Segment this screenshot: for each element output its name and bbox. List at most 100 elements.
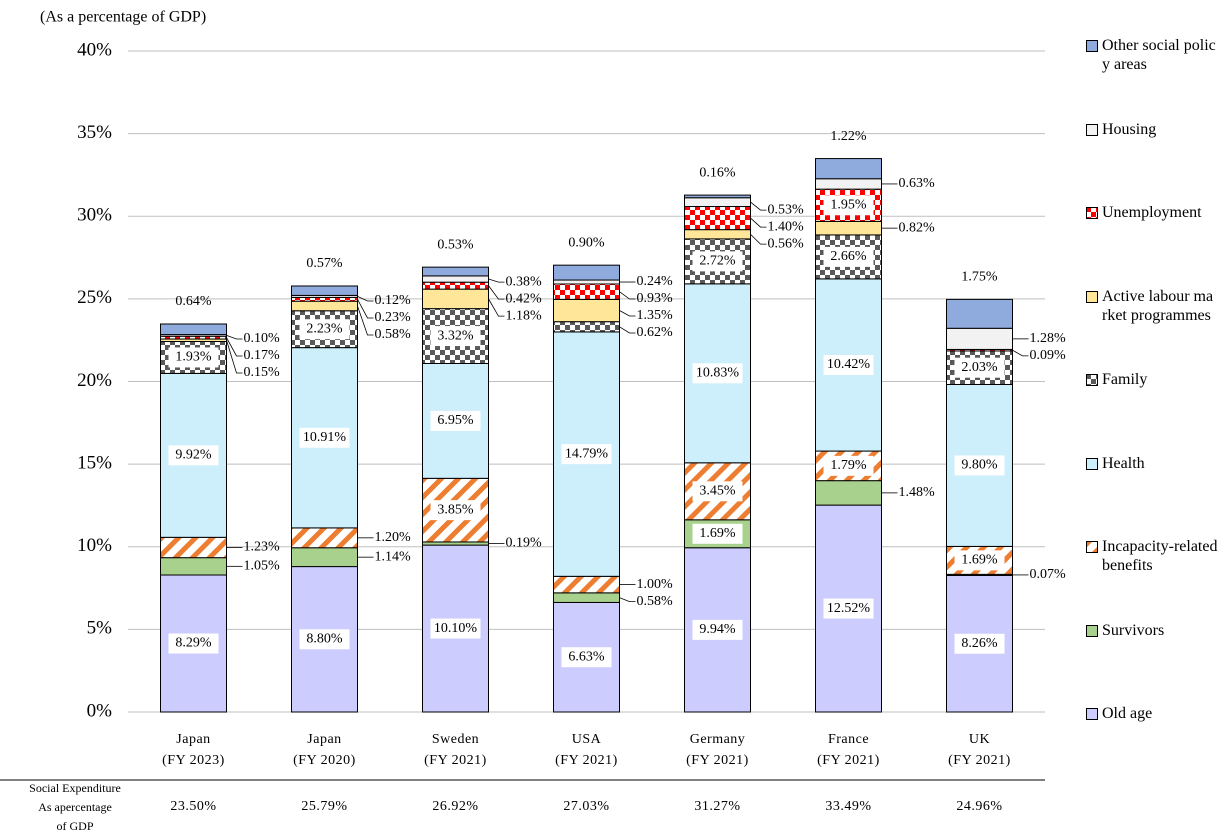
x-tick-label: USA xyxy=(572,732,602,747)
y-tick-label: 25% xyxy=(77,287,112,308)
leader-line xyxy=(488,298,505,317)
data-label: 10.91% xyxy=(303,430,347,445)
bar-segment xyxy=(815,158,882,180)
leader-line xyxy=(357,296,374,302)
leader-line xyxy=(488,278,505,283)
leader-line xyxy=(226,340,243,374)
data-label: 1.69% xyxy=(699,526,736,541)
legend-entry: Housing xyxy=(1086,120,1218,139)
data-label: 1.14% xyxy=(375,549,412,564)
label-bg xyxy=(692,251,743,272)
bar-segment xyxy=(815,220,882,236)
data-label: 10.42% xyxy=(827,357,871,372)
legend-marker xyxy=(1086,290,1098,303)
legend-label: Health xyxy=(1102,454,1145,472)
bar-segment xyxy=(684,197,751,208)
bar-segment xyxy=(553,264,620,281)
data-label: 0.90% xyxy=(568,235,605,250)
data-label: 1.00% xyxy=(637,577,674,592)
total-value: 23.50% xyxy=(170,799,216,814)
data-label: 12.52% xyxy=(827,601,871,616)
legend-label: Incapacity-related benefits xyxy=(1102,538,1218,574)
x-tick-label: (FY 2021) xyxy=(424,753,487,768)
x-tick-label: UK xyxy=(969,732,990,747)
leader-line xyxy=(750,201,767,211)
bar-segment xyxy=(684,194,751,199)
data-label: 0.17% xyxy=(244,348,281,363)
bar-segment xyxy=(946,327,1013,350)
bar-segment xyxy=(553,321,620,333)
x-tick-label: (FY 2020) xyxy=(293,753,356,768)
label-bg xyxy=(561,444,612,465)
data-label: 1.69% xyxy=(961,553,998,568)
label-bg xyxy=(692,481,743,502)
total-value: 26.92% xyxy=(432,799,478,814)
label-bg xyxy=(430,618,481,639)
data-label: 0.23% xyxy=(375,310,412,325)
leader-line xyxy=(619,291,636,300)
data-label: 1.79% xyxy=(830,458,867,473)
y-tick-label: 20% xyxy=(77,370,112,391)
label-bg xyxy=(430,410,481,431)
legend-label: Housing xyxy=(1102,120,1157,138)
bar-segment xyxy=(160,536,227,559)
data-label: 8.26% xyxy=(961,636,998,651)
data-label: 0.16% xyxy=(699,165,736,180)
label-bg xyxy=(954,633,1005,654)
leader-line xyxy=(619,597,636,602)
label-bg xyxy=(168,347,219,368)
data-label: 0.42% xyxy=(506,291,543,306)
legend-marker xyxy=(1086,207,1098,219)
legend-label: Unemployment xyxy=(1102,204,1202,221)
total-value: 24.96% xyxy=(956,799,1002,814)
x-tick-label: Japan xyxy=(176,732,210,747)
data-label: 1.40% xyxy=(768,219,805,234)
legend-entry: Old age xyxy=(1086,704,1218,723)
data-label: 0.58% xyxy=(637,594,674,609)
total-value: 31.27% xyxy=(694,799,740,814)
data-label: 1.23% xyxy=(244,540,281,555)
x-tick-label: (FY 2021) xyxy=(555,753,618,768)
legend-marker xyxy=(1086,40,1098,52)
data-label: 0.15% xyxy=(244,365,281,380)
bar-segment xyxy=(815,480,882,506)
data-label: 1.18% xyxy=(506,308,543,323)
leader-line xyxy=(750,233,767,245)
total-row-header: Social Expenditure xyxy=(29,781,121,795)
legend-label: Other social policy areas xyxy=(1102,37,1216,73)
data-label: 1.20% xyxy=(375,530,412,545)
legend-marker xyxy=(1086,708,1098,720)
legend-entry: Unemployment xyxy=(1086,203,1218,222)
data-label: 0.07% xyxy=(1030,567,1067,582)
label-bg xyxy=(823,455,874,476)
data-label: 0.53% xyxy=(437,237,474,252)
label-bg xyxy=(692,619,743,640)
legend-entry: Family xyxy=(1086,370,1218,389)
bar-segment xyxy=(291,285,358,296)
bar-segment xyxy=(684,229,751,240)
y-axis-title: (As a percentage of GDP) xyxy=(40,9,206,26)
y-tick-label: 35% xyxy=(77,122,112,143)
label-bg xyxy=(168,633,219,654)
data-label: 14.79% xyxy=(565,446,609,461)
data-label: 10.10% xyxy=(434,621,478,636)
data-label: 0.09% xyxy=(1030,348,1067,363)
data-label: 1.22% xyxy=(830,129,867,144)
legend-marker xyxy=(1086,374,1098,386)
y-tick-label: 40% xyxy=(77,39,112,60)
legend-label: Old age xyxy=(1102,705,1153,722)
bar-segment xyxy=(160,557,227,576)
label-bg xyxy=(299,427,350,448)
bar-segment xyxy=(815,178,882,190)
legend-marker xyxy=(1086,541,1098,553)
x-tick-label: (FY 2021) xyxy=(817,753,880,768)
data-label: 0.10% xyxy=(244,331,281,346)
data-label: 9.80% xyxy=(961,458,998,473)
data-label: 0.19% xyxy=(506,536,543,551)
legend-label: Survivors xyxy=(1102,621,1165,639)
data-label: 1.95% xyxy=(830,197,867,212)
label-bg xyxy=(430,326,481,347)
data-label: 2.23% xyxy=(306,321,343,336)
legend-marker xyxy=(1086,624,1098,637)
data-label: 8.80% xyxy=(306,632,343,647)
